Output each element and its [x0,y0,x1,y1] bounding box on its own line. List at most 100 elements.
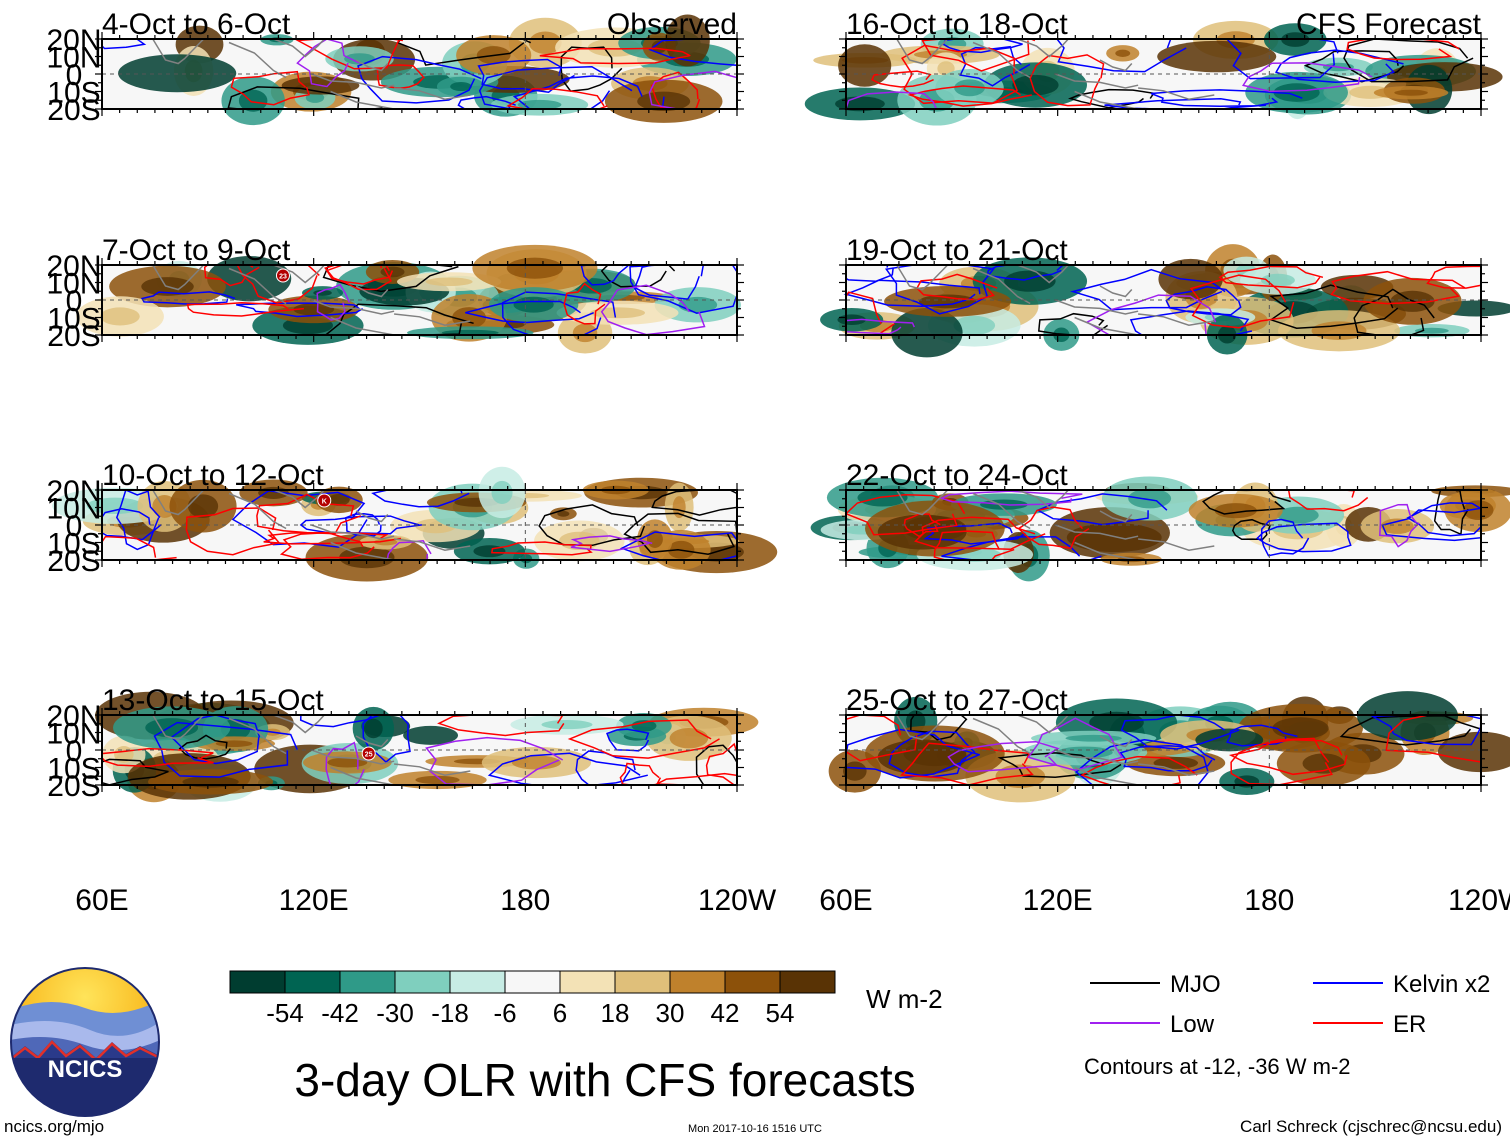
contour-note: Contours at -12, -36 W m-2 [1084,1054,1351,1079]
colorbar-label: -54 [266,998,304,1028]
panel-forecast-1: 16-Oct to 18-Oct CFS Forecast [804,8,1503,126]
panel-period: 22-Oct to 24-Oct [846,459,1068,492]
colorbar-label: -30 [376,998,414,1028]
coastline [152,264,205,291]
lon-tick-label: 120W [1448,884,1510,917]
colorbar-swatch [559,970,616,994]
colorbar-label: 18 [601,998,630,1028]
lat-tick-label: 10N [46,493,101,526]
panel-forecast-4: 25-Oct to 27-Oct 60E 120E 180 120W [819,684,1510,917]
contour-line [1068,88,1155,109]
panel-source-label: Observed [607,8,737,41]
panel-forecast-3: 22-Oct to 24-Oct [810,459,1510,582]
lat-tick-label: 20S [47,320,100,353]
olr-anomaly-cell [207,256,292,302]
storm-marker: K [317,493,332,508]
contour-line [570,535,653,553]
panel-ticks [839,258,1488,342]
coastline [1099,735,1133,748]
coastline [330,90,395,110]
coastline [1099,510,1133,523]
olr-anomaly-core [1272,717,1329,740]
colorbar-swatch [449,970,506,994]
olr-anomaly-core [528,31,562,55]
storm-icon [317,493,332,508]
olr-anomaly-core [937,61,955,76]
olr-anomaly-core [1311,321,1367,340]
ncics-logo: NCICS [10,967,160,1117]
colorbar-label: 6 [553,998,567,1028]
coastline [1017,38,1069,58]
colorbar-swatch [669,970,726,994]
coastline [311,749,395,765]
panel-period: 19-Oct to 21-Oct [846,234,1068,267]
panel-period: 4-Oct to 6-Oct [102,8,291,41]
lat-tick-label: 10N [46,42,101,75]
contour-line [1218,265,1324,289]
contour-line [600,284,706,336]
olr-anomaly-cell [1158,258,1223,300]
contour-line [465,300,594,324]
coastline [394,313,471,326]
olr-anomaly-core [328,493,350,506]
coastlines [152,714,471,786]
coastline [355,510,389,523]
contour-line [539,47,691,65]
olr-anomaly-core [669,728,709,749]
legend-label: MJO [1170,971,1221,998]
coastlines [152,489,471,561]
lon-tick-label: 60E [819,884,872,917]
coastline [896,714,949,741]
coastline [330,316,395,336]
panel-period: 7-Oct to 9-Oct [102,234,291,267]
lat-tick-label: 20N [46,700,101,733]
colorbar-label: 54 [766,998,795,1028]
olr-anomaly-core [1012,74,1059,96]
colorbar-swatch [339,970,396,994]
coastline [311,73,395,89]
coastline [1074,541,1139,561]
olr-anomaly-cell [118,54,237,93]
contour-line [477,58,575,93]
storm-marker: 23 [275,268,290,283]
olr-anomaly-core [672,496,686,519]
contour-line [231,490,368,548]
lat-tick-label: 10S [47,303,100,336]
olr-anomaly-core [572,323,598,343]
olr-anomaly-cell [1157,40,1277,73]
coastline [1055,73,1139,89]
contour-line [563,282,606,325]
lat-tick-label: 0 [66,285,83,318]
contour-line [344,513,382,537]
coastline [1138,313,1215,326]
contour-line [1406,502,1482,537]
lon-tick-label: 120W [698,884,777,917]
coastline [896,264,949,291]
olr-anomaly-core [954,79,985,97]
coastline [1138,538,1215,551]
panel-ticks [95,258,744,342]
colorbar-label: 42 [711,998,740,1028]
figure-title: 3-day OLR with CFS forecasts [294,1054,915,1106]
coastline [896,38,949,65]
contour-line [888,730,976,778]
coastline [330,766,395,786]
colorbar-label: -18 [431,998,469,1028]
olr-anomaly-core [1273,83,1320,102]
olr-anomaly-core [1302,753,1345,774]
olr-anomaly-core [558,531,600,551]
contour-line [567,719,720,759]
olr-anomaly-core [293,303,335,316]
contour-line [1120,714,1240,750]
colorbar-label: 30 [656,998,685,1028]
contour-line [1230,737,1333,786]
contour-line [1260,518,1310,557]
contour-line [907,85,1032,107]
contour-line [236,302,364,318]
lat-tick-label: 10S [47,528,100,561]
panel-forecast-2: 19-Oct to 21-Oct [820,234,1510,358]
olr-anomaly-core [953,315,996,335]
